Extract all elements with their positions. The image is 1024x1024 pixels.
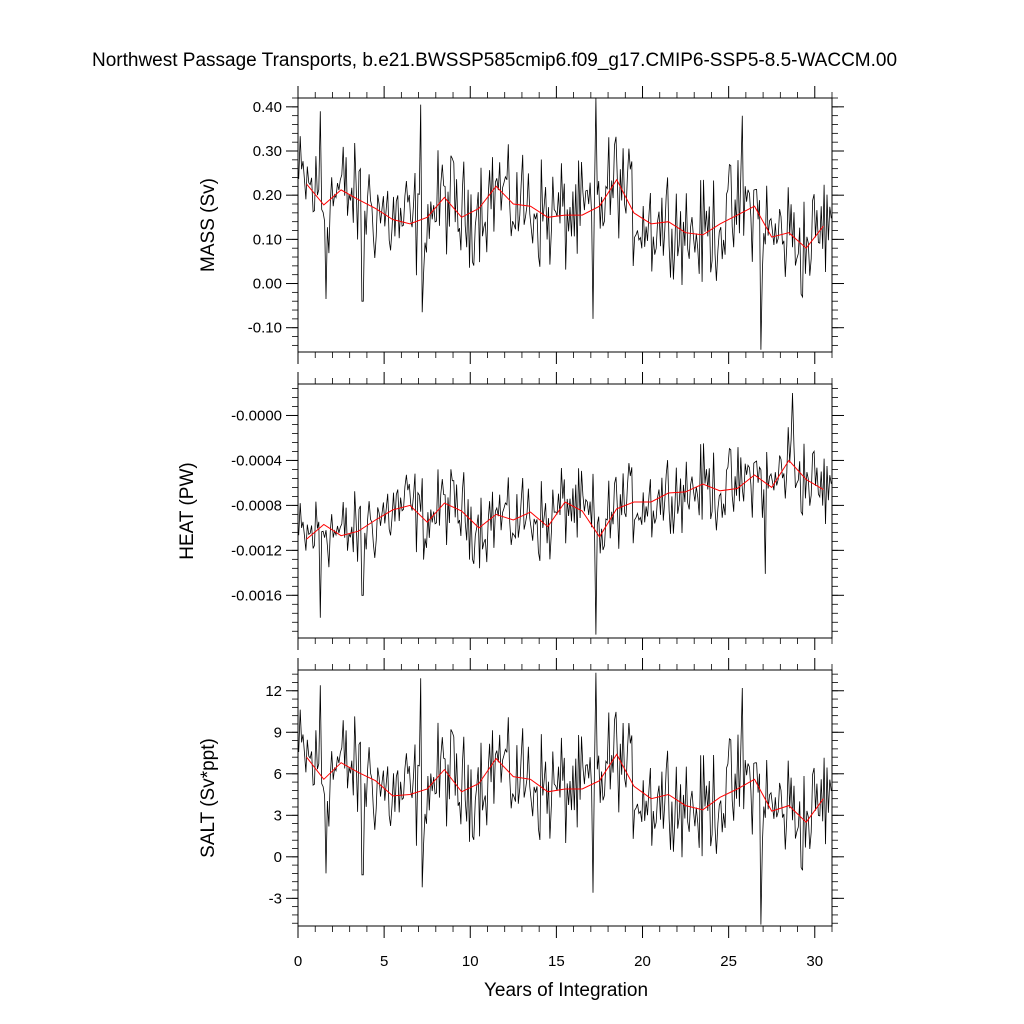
- y-tick-label: 0.10: [253, 231, 282, 248]
- monthly-series-line: [298, 98, 832, 350]
- y-axis-label: MASS (Sv): [198, 178, 219, 272]
- x-axis-label: Years of Integration: [484, 980, 648, 1001]
- y-tick-label: 12: [265, 683, 282, 700]
- annual-mean-line: [306, 178, 824, 249]
- x-tick-label: 30: [806, 953, 823, 970]
- x-tick-label: 15: [548, 953, 565, 970]
- y-tick-label: 0.30: [253, 143, 282, 160]
- y-tick-label: 0.40: [253, 99, 282, 116]
- y-axis-label: SALT (Sv*ppt): [198, 738, 219, 858]
- y-tick-label: -0.0008: [231, 497, 282, 514]
- x-tick-label: 25: [720, 953, 737, 970]
- y-tick-label: -0.0016: [231, 587, 282, 604]
- y-tick-label: -0.0000: [231, 407, 282, 424]
- annual-mean-line: [306, 459, 824, 540]
- y-tick-label: 0: [274, 849, 282, 866]
- y-tick-label: -3: [269, 890, 282, 907]
- plot-frame: [297, 383, 833, 639]
- x-tick-label: 20: [634, 953, 651, 970]
- y-tick-label: 3: [274, 807, 282, 824]
- monthly-series-line: [298, 392, 832, 635]
- plot-frame: [297, 669, 833, 927]
- panel-1: 0.40 0.30 0.20 0.10 0.00 -0.10 MASS (Sv): [198, 86, 844, 364]
- y-axis-label: HEAT (PW): [177, 462, 198, 559]
- annual-mean-line: [306, 753, 824, 823]
- x-tick-label: 10: [462, 953, 479, 970]
- x-tick-label: 0: [294, 953, 302, 970]
- y-tick-label: -0.10: [248, 320, 282, 337]
- panel-2: -0.0000 -0.0004 -0.0008 -0.0012 -0.0016 HEAT …: [177, 372, 844, 650]
- y-tick-label: -0.0012: [231, 542, 282, 559]
- chart-title: Northwest Passage Transports, b.e21.BWSS…: [92, 50, 897, 71]
- y-tick-label: 0.20: [253, 187, 282, 204]
- y-tick-label: 9: [274, 724, 282, 741]
- x-tick-label: 5: [380, 953, 388, 970]
- y-tick-label: -0.0004: [231, 452, 282, 469]
- y-tick-label: 6: [274, 766, 282, 783]
- plot-frame: [297, 97, 833, 353]
- monthly-series-line: [298, 672, 832, 925]
- y-tick-label: 0.00: [253, 276, 282, 293]
